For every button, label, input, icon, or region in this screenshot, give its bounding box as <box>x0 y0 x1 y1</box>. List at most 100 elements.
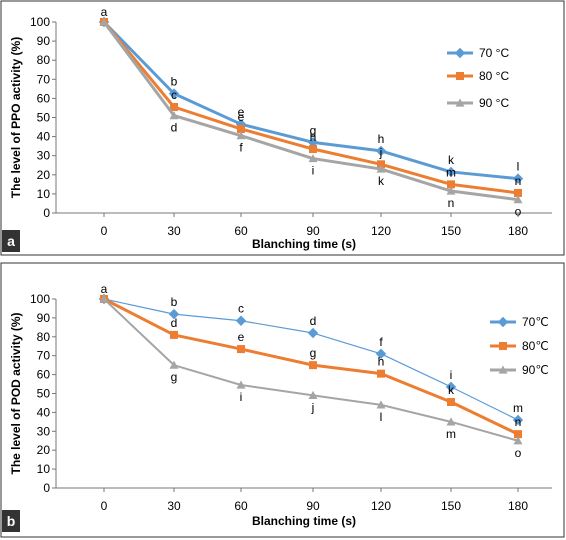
y-tick-label: 20 <box>37 168 51 182</box>
data-point <box>512 173 524 184</box>
point-label: m <box>446 165 456 179</box>
y-tick-label: 40 <box>37 130 51 144</box>
panel-badge: a <box>2 230 20 252</box>
legend-item-2: 80℃ <box>490 339 549 353</box>
panel-border <box>0 0 565 256</box>
legend-marker <box>454 47 466 59</box>
data-point <box>168 88 180 99</box>
data-point <box>309 145 317 154</box>
data-point <box>309 361 317 370</box>
point-label: h <box>378 132 385 146</box>
x-tick-label: 0 <box>101 224 108 238</box>
x-tick-label: 90 <box>306 224 320 238</box>
point-label: d <box>171 316 178 330</box>
x-tick-label: 0 <box>101 499 108 513</box>
panel-badge: b <box>2 510 20 532</box>
x-tick-label: 90 <box>306 499 320 513</box>
x-axis-title: Blanching time (s) <box>252 237 356 251</box>
x-tick-label: 180 <box>508 499 528 513</box>
legend-marker <box>455 98 465 107</box>
point-label: m <box>446 427 456 441</box>
point-label: n <box>515 415 522 429</box>
y-tick-label: 60 <box>37 368 51 382</box>
data-point <box>308 154 318 163</box>
chart-panel-b: 0 10 20 30 40 50 60 70 80 90 100 0 30 60 90 120 150 180 Bl… <box>0 262 565 538</box>
y-tick-label: 80 <box>37 330 51 344</box>
point-label: j <box>311 400 315 414</box>
x-tick-label: 150 <box>441 499 461 513</box>
point-label: i <box>450 368 453 382</box>
point-label: j <box>379 145 383 159</box>
data-point <box>513 436 523 445</box>
data-point <box>237 345 245 354</box>
x-axis-title: Blanching time (s) <box>252 514 356 528</box>
data-point <box>445 166 457 178</box>
legend-marker <box>499 342 507 350</box>
point-label: e <box>238 105 245 119</box>
data-point <box>375 348 387 360</box>
y-tick-label: 0 <box>43 481 50 495</box>
point-label: i <box>312 164 315 178</box>
data-point <box>375 145 387 157</box>
legend-item-3: 90℃ <box>490 363 549 377</box>
point-label: e <box>238 330 245 344</box>
data-point <box>235 315 247 326</box>
data-point <box>445 381 457 393</box>
legend-marker <box>497 316 509 328</box>
data-point <box>513 195 523 204</box>
data-point <box>169 111 179 120</box>
panel-badge-bg <box>2 510 20 532</box>
x-tick-label: 30 <box>167 224 181 238</box>
point-label: d <box>171 121 178 135</box>
legend-label: 80℃ <box>522 339 549 353</box>
legend-label: 90 °C <box>479 96 509 110</box>
data-point <box>170 330 178 339</box>
point-label: b <box>171 75 178 89</box>
data-point <box>308 390 318 399</box>
point-label: f <box>239 141 243 155</box>
data-point <box>377 369 385 378</box>
point-label: k <box>448 383 455 397</box>
y-tick-label: 40 <box>37 405 51 419</box>
y-tick-label: 20 <box>37 443 51 457</box>
legend-marker <box>456 72 464 80</box>
point-label: m <box>513 401 523 415</box>
data-point <box>237 124 245 133</box>
point-label: b <box>171 295 178 309</box>
point-label: a <box>101 5 108 19</box>
point-label: g <box>171 370 178 384</box>
data-point <box>376 400 386 409</box>
data-point <box>236 131 246 140</box>
x-tick-label: 180 <box>508 224 528 238</box>
point-label: e <box>238 110 245 124</box>
x-tick-label: 120 <box>371 224 391 238</box>
panel-letter: b <box>7 513 16 529</box>
legend-item-2: 80 °C <box>447 69 509 83</box>
x-tick-label: 60 <box>234 499 248 513</box>
data-point <box>446 186 456 195</box>
x-tick-label: 120 <box>371 499 391 513</box>
panel-border <box>0 262 565 538</box>
y-tick-label: 10 <box>37 187 51 201</box>
y-axis-title: The level of POD activity (%) <box>9 312 23 474</box>
point-label: n <box>448 196 455 210</box>
y-tick-label: 90 <box>37 311 51 325</box>
y-tick-label: 70 <box>37 72 51 86</box>
y-tick-label: 90 <box>37 34 51 48</box>
point-label: c <box>171 88 177 102</box>
point-label: d <box>310 314 317 328</box>
point-label: h <box>378 355 385 369</box>
y-tick-label: 100 <box>30 15 50 29</box>
y-tick-label: 30 <box>37 149 51 163</box>
x-tick-label: 150 <box>441 224 461 238</box>
point-label: n <box>515 174 522 188</box>
point-label: l <box>517 160 520 174</box>
point-label: f <box>379 335 383 349</box>
point-label: c <box>238 302 244 316</box>
data-point <box>512 414 524 426</box>
data-point <box>168 308 180 320</box>
data-point <box>99 294 109 303</box>
data-point <box>446 417 456 426</box>
data-point <box>376 164 386 173</box>
